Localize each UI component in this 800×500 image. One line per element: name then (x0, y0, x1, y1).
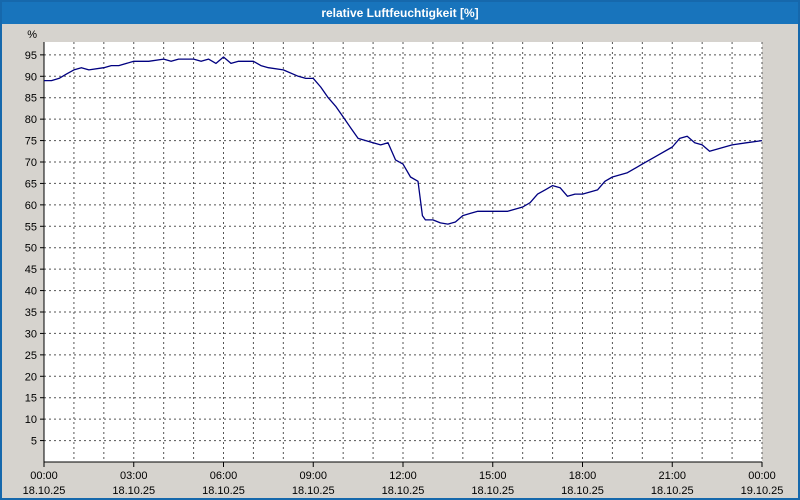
window-title: relative Luftfeuchtigkeit [%] (321, 6, 479, 20)
x-tick-time-label: 18:00 (569, 470, 597, 482)
y-tick-label: 60 (25, 200, 37, 212)
y-tick-label: 35 (25, 307, 37, 319)
y-tick-label: 50 (25, 243, 37, 255)
humidity-chart: 5 10 15 20 25 30 35 40 45 50 55 60 65 70 75 80 85 90 95% 00… (23, 29, 784, 497)
y-tick-label: 95 (25, 50, 37, 62)
y-tick-label: 15 (25, 393, 37, 405)
humidity-line (44, 56, 763, 225)
x-tick-time-label: 03:00 (120, 470, 148, 482)
x-tick-date-label: 18.10.25 (382, 485, 425, 497)
y-tick-label: 65 (25, 178, 37, 190)
x-tick-time-label: 00:00 (748, 470, 776, 482)
y-tick-label: 75 (25, 136, 37, 148)
y-tick-label: 20 (25, 371, 37, 383)
x-tick-date-label: 19.10.25 (741, 485, 784, 497)
y-axis-unit-label: % (27, 29, 37, 41)
chart-container: 5 10 15 20 25 30 35 40 45 50 55 60 65 70 75 80 85 90 95% 00… (2, 24, 798, 498)
y-tick-label: 25 (25, 350, 37, 362)
y-tick-label: 70 (25, 157, 37, 169)
y-tick-label: 40 (25, 286, 37, 298)
x-tick-time-label: 06:00 (210, 470, 238, 482)
y-tick-label: 45 (25, 264, 37, 276)
y-tick-label: 30 (25, 328, 37, 340)
x-tick-time-label: 15:00 (479, 470, 507, 482)
titlebar: relative Luftfeuchtigkeit [%] (2, 2, 798, 24)
x-tick-date-label: 18.10.25 (23, 485, 66, 497)
x-tick-time-label: 21:00 (658, 470, 686, 482)
y-tick-label: 10 (25, 414, 37, 426)
y-tick-label: 55 (25, 221, 37, 233)
y-tick-label: 85 (25, 93, 37, 105)
x-tick-time-label: 12:00 (389, 470, 417, 482)
x-tick-time-label: 09:00 (299, 470, 327, 482)
x-tick-date-label: 18.10.25 (471, 485, 514, 497)
x-tick-date-label: 18.10.25 (202, 485, 245, 497)
x-tick-time-label: 00:00 (30, 470, 58, 482)
y-tick-label: 5 (31, 436, 37, 448)
x-tick-date-label: 18.10.25 (651, 485, 694, 497)
x-tick-date-label: 18.10.25 (561, 485, 604, 497)
y-tick-label: 90 (25, 71, 37, 83)
y-tick-label: 80 (25, 114, 37, 126)
x-tick-date-label: 18.10.25 (112, 485, 155, 497)
x-tick-date-label: 18.10.25 (292, 485, 335, 497)
